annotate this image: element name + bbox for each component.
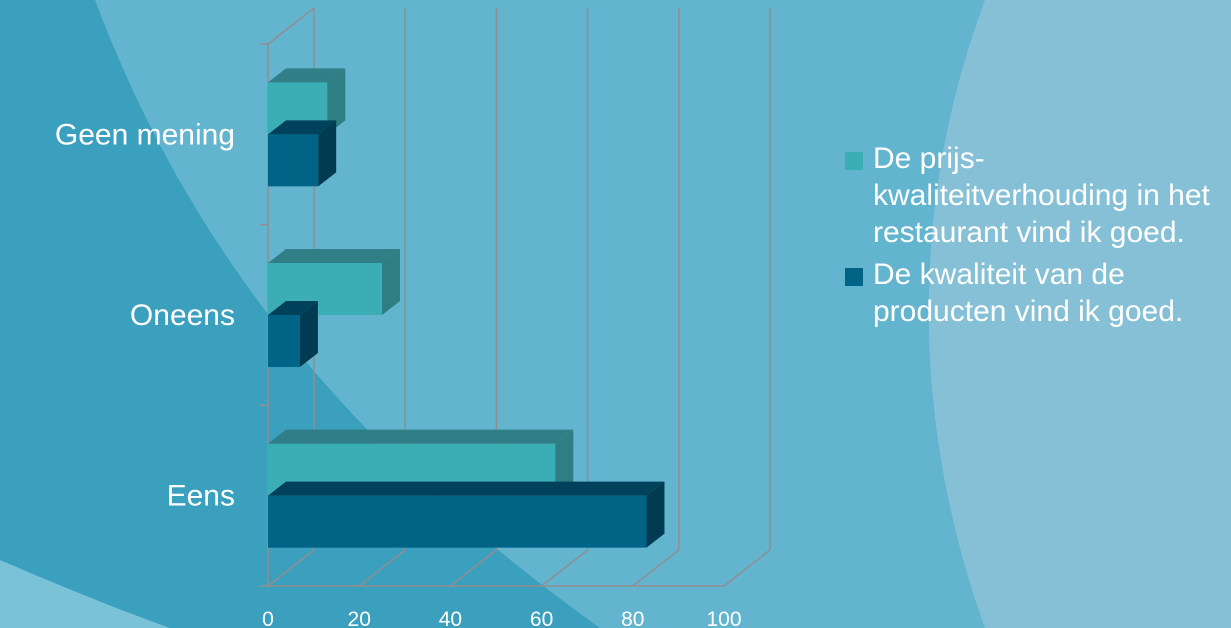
bar: [268, 301, 318, 367]
floor-gridline: [723, 549, 771, 587]
bar-top: [268, 481, 665, 496]
floor-gridline: [541, 549, 589, 587]
category-label: Oneens: [130, 299, 235, 332]
bar-face: [268, 495, 647, 548]
chart-bars: [268, 68, 665, 548]
bar: [268, 481, 665, 548]
bar-side: [555, 429, 574, 496]
category-label: Eens: [167, 480, 235, 513]
x-tick-label: 60: [530, 608, 553, 628]
chart-labels: 0 20 40 60 80 100 Geen mening Oneens Eens: [55, 118, 742, 628]
bar-top: [268, 249, 400, 263]
floor-gridline: [632, 549, 680, 587]
bar-side: [299, 301, 318, 367]
bar-top: [268, 301, 318, 315]
x-tick-label: 40: [439, 608, 462, 628]
legend-label: De prijs-kwaliteitverhouding in het rest…: [873, 142, 1210, 249]
legend-item: De kwaliteit van de producten vind ik go…: [845, 256, 1230, 330]
legend-swatch: [845, 152, 863, 170]
x-tick-label: 100: [706, 608, 741, 628]
x-tick-label: 20: [348, 608, 371, 628]
legend-label: De kwaliteit van de producten vind ik go…: [873, 258, 1184, 328]
bar-side: [318, 120, 337, 187]
bar-side: [327, 68, 346, 135]
bar-side: [382, 249, 400, 315]
bar-face: [268, 315, 300, 367]
bar: [268, 120, 337, 187]
axis-top-edge: [267, 7, 315, 45]
floor-gridline: [449, 549, 497, 587]
bar-top: [268, 429, 574, 444]
floor-gridline: [358, 549, 406, 587]
legend-item: De prijs-kwaliteitverhouding in het rest…: [845, 140, 1230, 251]
floor-gridline: [267, 549, 315, 587]
chart-legend: De prijs-kwaliteitverhouding in het rest…: [845, 140, 1230, 335]
bar-side: [646, 481, 665, 548]
bar-face: [268, 134, 319, 187]
bar-top: [268, 120, 337, 135]
legend-swatch: [845, 268, 863, 286]
category-label: Geen mening: [55, 118, 235, 151]
x-tick-label: 0: [262, 608, 274, 628]
x-tick-label: 80: [621, 608, 644, 628]
bar-top: [268, 68, 346, 83]
